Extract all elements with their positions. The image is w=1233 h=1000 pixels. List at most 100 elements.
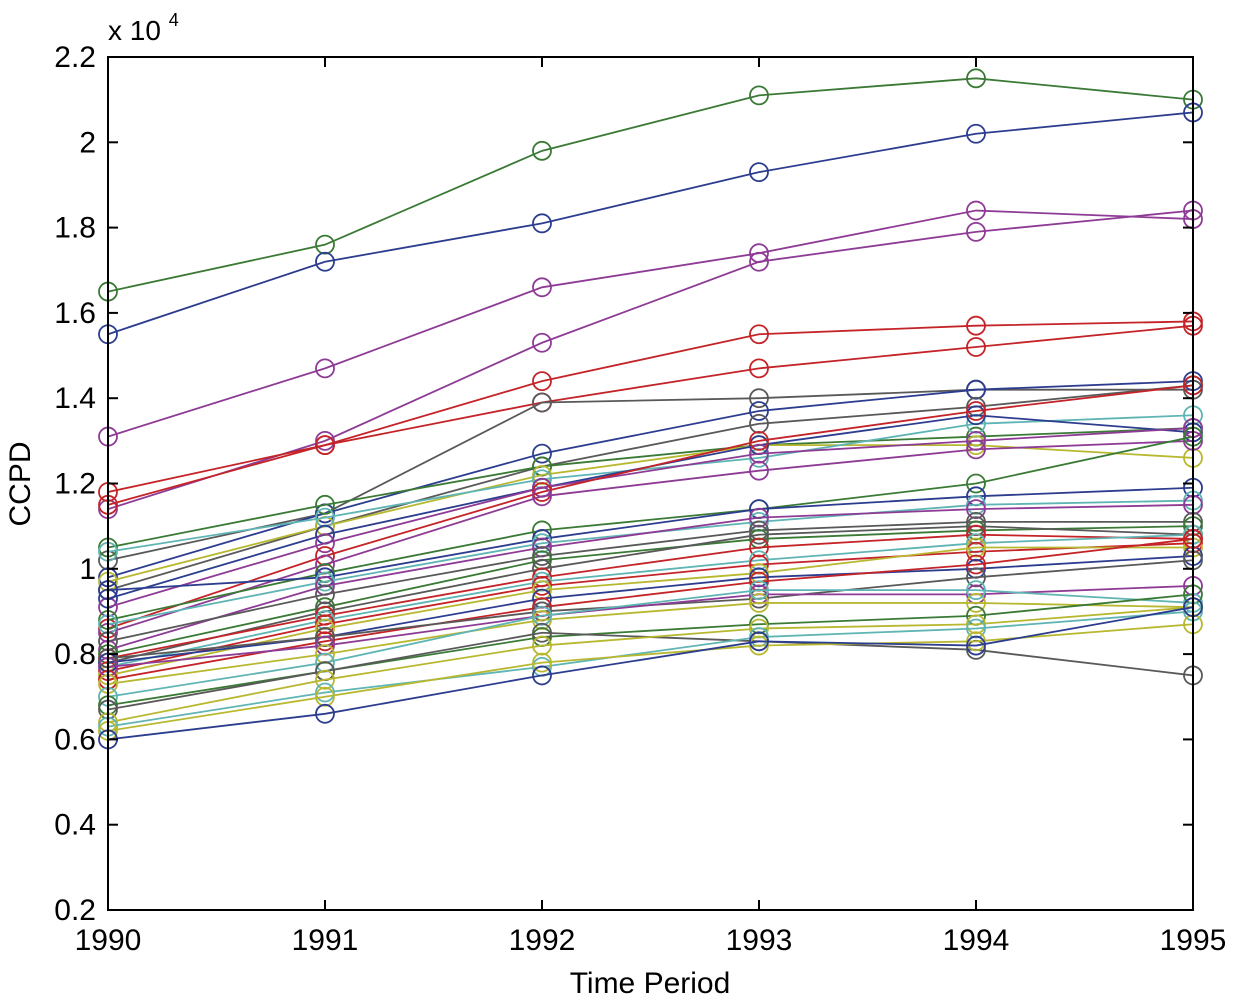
- data-point-marker: [966, 631, 986, 652]
- data-point-marker: [966, 221, 986, 242]
- series-line: [107, 111, 1194, 336]
- series-12: [98, 405, 1203, 562]
- data-point-marker: [966, 315, 986, 336]
- series-line: [107, 384, 1194, 630]
- x-axis-label: Time Period: [570, 967, 731, 1000]
- data-point-marker: [315, 584, 335, 605]
- data-point-marker: [532, 465, 552, 485]
- data-point-marker: [966, 554, 986, 575]
- series-line: [107, 324, 1194, 506]
- ticks-layer: [107, 56, 1194, 911]
- data-point-marker: [749, 388, 769, 409]
- data-point-marker: [966, 618, 986, 639]
- series-line: [107, 533, 1194, 668]
- data-point-marker: [315, 430, 335, 451]
- series-line: [107, 427, 1194, 549]
- data-point-marker: [966, 473, 986, 494]
- data-point-marker: [749, 635, 769, 656]
- data-point-marker: [966, 337, 986, 357]
- data-point-marker: [749, 251, 769, 272]
- y-tick-label: 1.8: [54, 212, 96, 245]
- y-axis-label: CCPD: [4, 441, 37, 526]
- series-line: [107, 610, 1194, 728]
- series-line: [107, 546, 1193, 677]
- data-point-marker: [966, 635, 986, 656]
- data-point-marker: [966, 537, 986, 558]
- data-point-marker: [966, 200, 986, 221]
- series-line: [107, 427, 1194, 609]
- series-line: [107, 520, 1193, 643]
- data-point-marker: [532, 482, 552, 502]
- y-tick-label: 0.4: [54, 809, 96, 842]
- data-point-marker: [749, 401, 769, 421]
- y-tick-label: 0.2: [54, 894, 96, 927]
- data-point-marker: [315, 669, 335, 690]
- y-tick-label: 1.4: [54, 382, 96, 415]
- data-point-marker: [315, 358, 335, 379]
- data-point-marker: [532, 213, 552, 234]
- series-line: [107, 414, 1194, 553]
- data-point-marker: [749, 448, 769, 468]
- data-point-marker: [749, 593, 769, 613]
- data-point-marker: [532, 575, 552, 596]
- data-point-marker: [315, 703, 335, 724]
- series-line: [107, 589, 1194, 698]
- data-point-marker: [749, 443, 769, 464]
- data-point-marker: [315, 234, 335, 255]
- data-point-marker: [532, 277, 552, 298]
- data-point-marker: [749, 524, 769, 545]
- data-point-marker: [749, 324, 769, 345]
- data-point-marker: [532, 486, 552, 507]
- data-point-marker: [749, 507, 769, 528]
- data-point-marker: [315, 251, 335, 272]
- data-point-marker: [749, 580, 769, 601]
- data-point-marker: [315, 533, 335, 554]
- data-point-marker: [966, 593, 986, 613]
- series-line: [107, 77, 1194, 293]
- data-point-marker: [966, 439, 986, 460]
- data-point-marker: [749, 537, 769, 558]
- y-axis-multiplier-base: x 10: [108, 15, 161, 46]
- data-point-marker: [532, 652, 552, 673]
- data-point-marker: [966, 580, 986, 601]
- data-point-marker: [749, 162, 769, 183]
- x-tick-label: 1994: [943, 924, 1010, 957]
- data-point-marker: [749, 430, 769, 451]
- data-point-marker: [315, 494, 335, 515]
- x-tick-label: 1995: [1160, 924, 1227, 957]
- series-line: [107, 533, 1194, 660]
- x-tick-label: 1993: [726, 924, 793, 957]
- data-point-marker: [966, 614, 986, 635]
- data-point-marker: [532, 610, 552, 630]
- data-point-marker: [966, 123, 986, 144]
- series-line: [107, 320, 1194, 493]
- data-point-marker: [966, 401, 986, 421]
- labels-layer: 0.2 0.4 0.6 0.8 1 1.2 1.4 1.6 1.8 2 2.2 1990 1991 199…: [54, 41, 1226, 957]
- data-point-marker: [966, 68, 986, 89]
- data-point-marker: [315, 435, 335, 456]
- series-line: [107, 606, 1194, 741]
- series-layer: [98, 68, 1203, 750]
- data-point-marker: [966, 379, 986, 400]
- y-axis-multiplier-exponent: 4: [169, 10, 179, 30]
- data-point-marker: [315, 571, 335, 592]
- data-point-marker: [315, 507, 335, 528]
- data-point-marker: [532, 605, 552, 626]
- y-tick-label: 0.8: [54, 638, 96, 671]
- data-point-marker: [749, 631, 769, 652]
- series-line: [107, 503, 1194, 651]
- data-point-marker: [532, 392, 552, 413]
- y-tick-label: 1.6: [54, 297, 96, 330]
- y-tick-label: 2: [79, 126, 96, 159]
- data-point-marker: [532, 371, 552, 392]
- series-line: [107, 435, 1194, 621]
- data-point-marker: [749, 85, 769, 106]
- series-line: [107, 388, 1193, 562]
- data-point-marker: [315, 614, 335, 635]
- y-tick-label: 1: [79, 553, 96, 586]
- data-point-marker: [749, 614, 769, 635]
- series-line: [107, 384, 1194, 591]
- series-line: [107, 606, 1194, 724]
